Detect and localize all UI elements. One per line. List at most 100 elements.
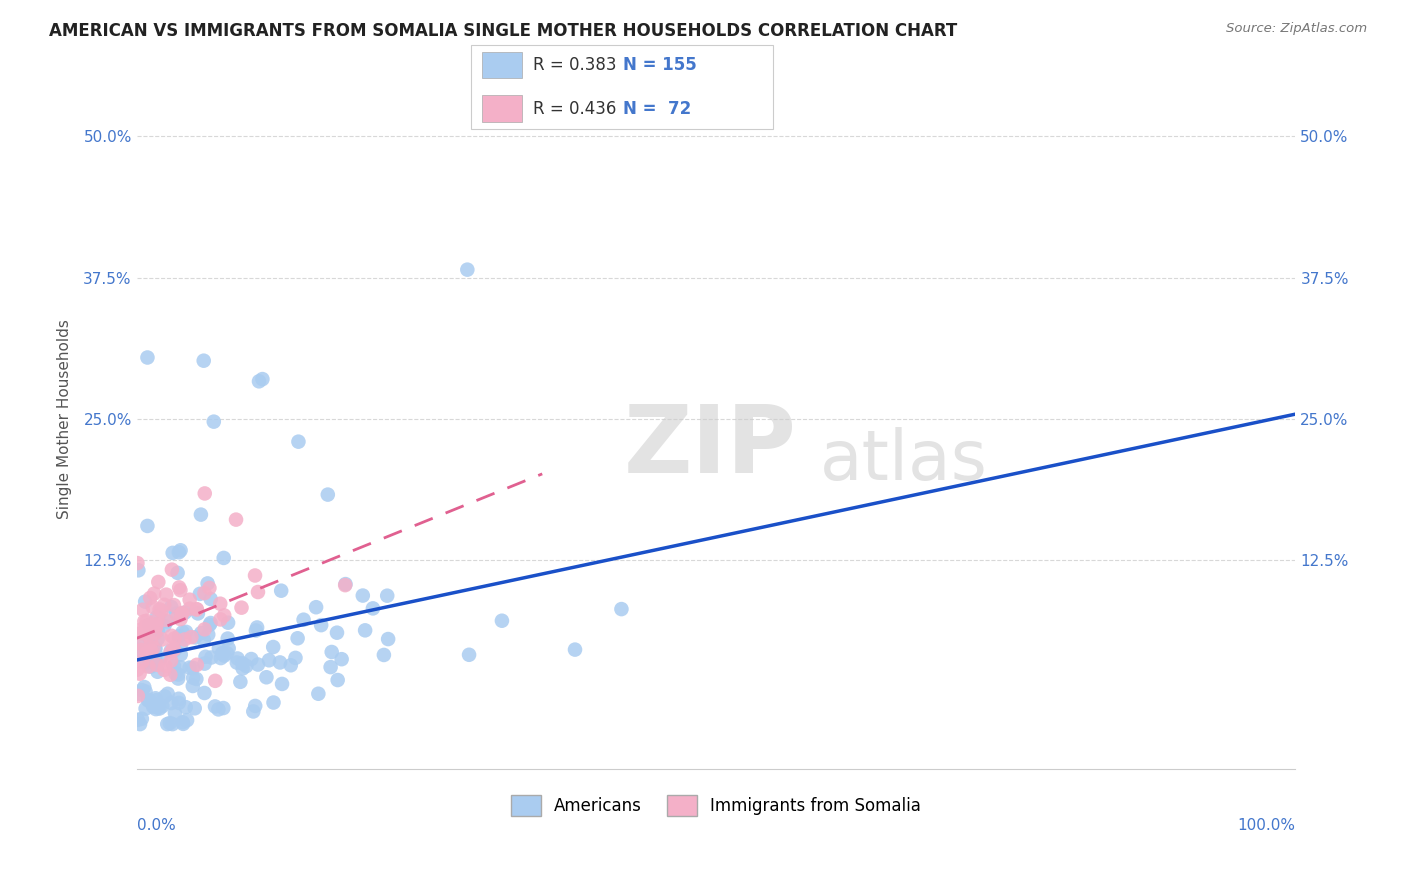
Point: [319, 660, 342, 674]
Point: [172, 625, 194, 640]
Point: [167, 672, 190, 686]
Point: [146, 632, 169, 646]
Point: [214, 648, 236, 663]
Point: [172, 715, 194, 730]
Point: [217, 632, 239, 646]
Point: [231, 600, 253, 615]
Point: [138, 617, 160, 632]
Point: [146, 624, 169, 638]
Point: [145, 702, 167, 716]
Point: [167, 629, 190, 643]
Point: [153, 598, 176, 612]
Point: [263, 696, 285, 710]
Point: [148, 574, 170, 589]
Point: [242, 705, 264, 719]
Point: [287, 632, 309, 646]
Point: [181, 661, 204, 675]
Text: N =  72: N = 72: [623, 100, 692, 118]
Point: [361, 601, 384, 615]
Point: [373, 648, 395, 662]
Point: [321, 645, 343, 659]
Point: [564, 642, 586, 657]
Point: [193, 657, 215, 671]
Point: [165, 607, 187, 621]
Point: [128, 666, 150, 681]
Point: [159, 716, 181, 731]
Point: [186, 672, 208, 686]
Point: [190, 626, 212, 640]
Point: [146, 699, 169, 714]
Point: [159, 644, 181, 658]
Point: [128, 648, 150, 662]
Point: [240, 652, 263, 666]
Point: [172, 606, 194, 620]
Point: [204, 673, 226, 688]
Point: [135, 646, 157, 660]
Point: [155, 613, 177, 627]
Point: [198, 581, 221, 595]
Point: [252, 372, 274, 386]
Point: [280, 658, 302, 673]
Point: [256, 670, 278, 684]
Point: [186, 602, 208, 616]
Point: [165, 666, 187, 681]
Point: [136, 351, 159, 365]
Point: [197, 627, 219, 641]
Text: 0.0%: 0.0%: [136, 818, 176, 833]
Point: [377, 632, 399, 646]
Point: [135, 619, 157, 633]
Point: [127, 563, 149, 577]
Point: [167, 545, 190, 559]
Text: Source: ZipAtlas.com: Source: ZipAtlas.com: [1226, 22, 1367, 36]
Point: [163, 632, 186, 646]
Point: [375, 589, 398, 603]
Point: [150, 632, 173, 647]
Point: [458, 648, 481, 662]
Point: [159, 646, 181, 660]
Point: [335, 578, 357, 592]
Point: [194, 649, 217, 664]
Point: [229, 674, 252, 689]
Point: [190, 508, 212, 522]
Point: [169, 612, 191, 626]
Point: [162, 717, 184, 731]
Point: [153, 619, 176, 633]
Point: [167, 691, 190, 706]
Point: [131, 626, 153, 640]
Point: [134, 615, 156, 629]
Point: [231, 657, 253, 671]
Point: [262, 640, 284, 654]
Point: [145, 620, 167, 634]
Point: [142, 600, 165, 615]
Point: [225, 656, 247, 670]
Point: [135, 656, 157, 670]
Point: [145, 617, 167, 632]
Point: [127, 689, 149, 703]
Point: [138, 628, 160, 642]
Point: [156, 687, 179, 701]
Point: [245, 624, 267, 638]
Point: [145, 693, 167, 707]
Point: [271, 677, 294, 691]
Point: [129, 635, 152, 649]
Point: [128, 642, 150, 657]
Point: [326, 673, 349, 687]
Point: [194, 623, 217, 637]
Point: [162, 546, 184, 560]
Point: [179, 660, 201, 674]
Point: [134, 680, 156, 694]
Point: [149, 651, 172, 665]
Text: ZIP: ZIP: [623, 401, 796, 493]
Point: [167, 581, 190, 595]
Point: [149, 602, 172, 616]
Point: [127, 663, 149, 677]
Point: [186, 657, 208, 672]
Point: [245, 698, 267, 713]
Point: [179, 592, 201, 607]
Point: [352, 589, 374, 603]
Point: [163, 706, 186, 720]
Point: [145, 654, 167, 668]
Point: [142, 699, 165, 714]
Point: [146, 613, 169, 627]
Point: [153, 690, 176, 704]
